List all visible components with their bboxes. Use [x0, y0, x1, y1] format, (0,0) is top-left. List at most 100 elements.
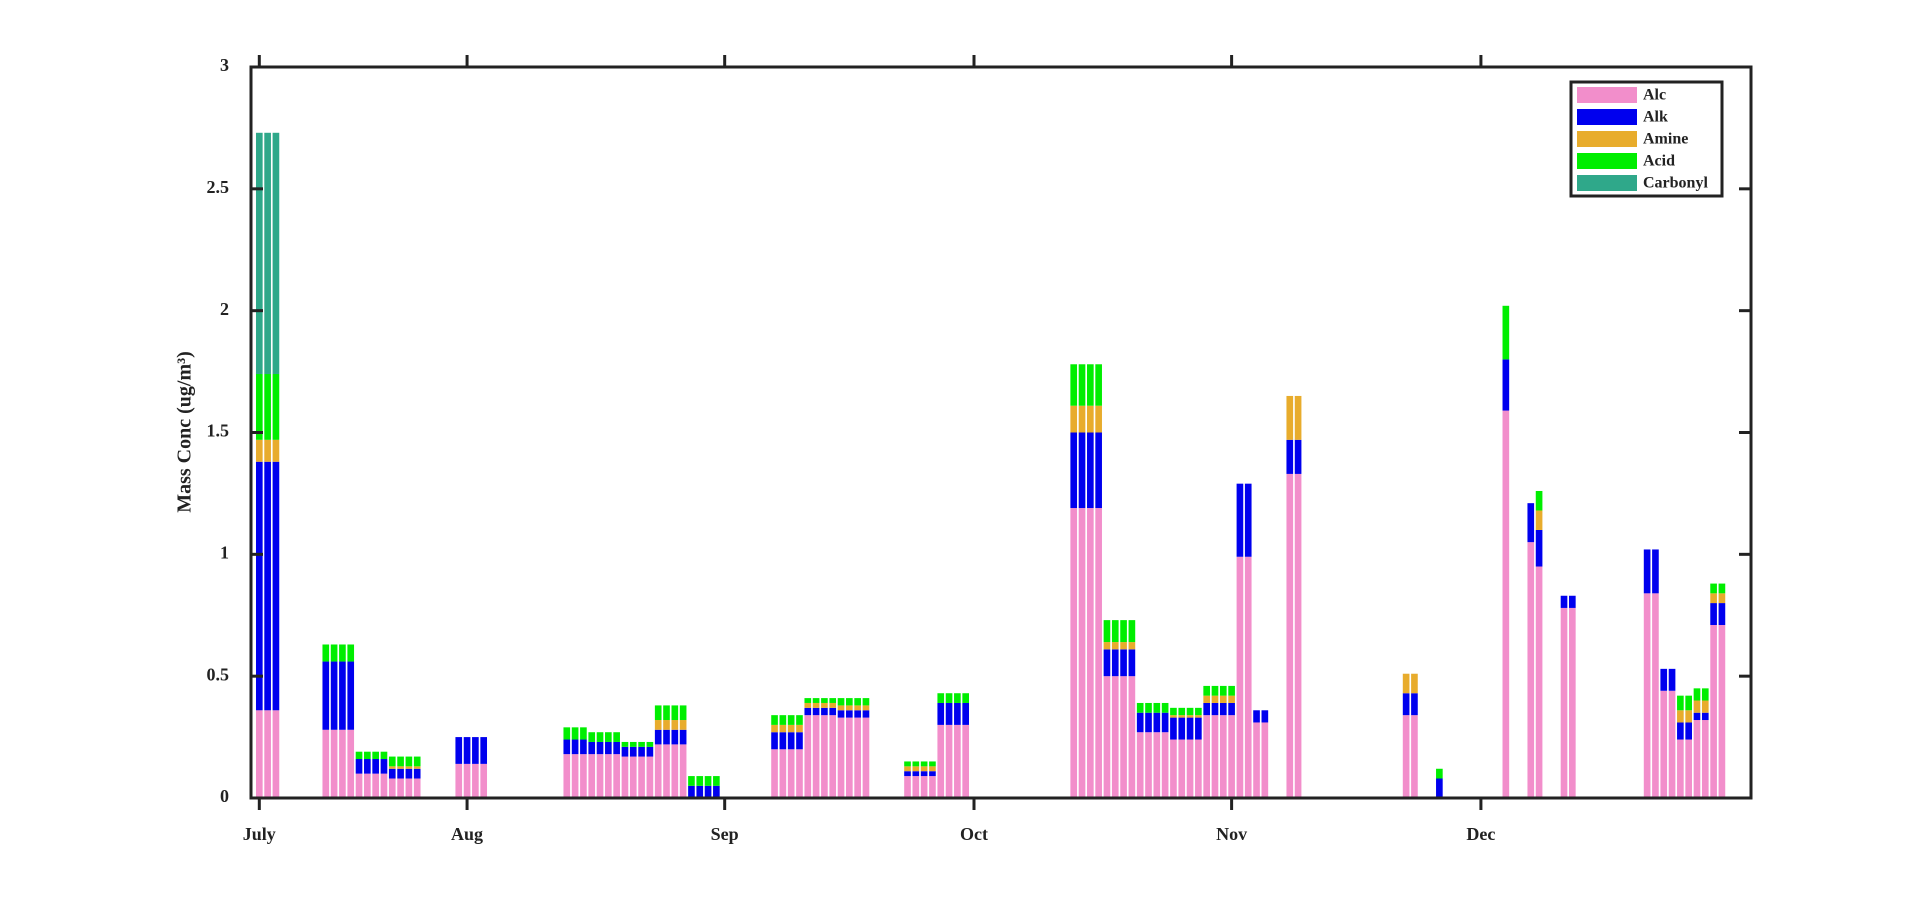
bar-segment [1710, 603, 1717, 625]
bar-segment [1095, 508, 1102, 798]
bar-segment [904, 776, 911, 798]
bar-segment [372, 751, 379, 760]
y-tick-label: 0.5 [207, 664, 230, 684]
bar-segment [455, 763, 463, 798]
bar-segment [596, 754, 604, 798]
bar-segment [779, 732, 787, 750]
bar-segment [846, 705, 853, 711]
bar-segment [388, 766, 396, 769]
bar-segment [580, 754, 587, 798]
bar-segment [920, 766, 928, 772]
bar-segment [1693, 720, 1701, 798]
bar-segment [322, 661, 330, 730]
x-tick-label: Dec [1466, 824, 1495, 844]
bar-segment [1685, 710, 1692, 723]
bar-segment [671, 720, 679, 730]
y-tick-label: 2.5 [207, 177, 230, 197]
bar-segment [1652, 549, 1659, 594]
bar-segment [1111, 676, 1119, 798]
bar-segment [821, 707, 828, 716]
bar-segment [1286, 439, 1294, 474]
bar-segment [1436, 768, 1443, 779]
bar-segment [1236, 556, 1244, 798]
bar-segment [272, 461, 280, 711]
y-tick-label: 0 [220, 786, 229, 806]
bar-segment [463, 763, 471, 798]
bar-segment [812, 707, 820, 716]
legend-label: Alk [1643, 109, 1668, 126]
bar-segment [1244, 483, 1252, 557]
bar-segment [688, 785, 695, 798]
bar-segment [1228, 695, 1235, 703]
bar-segment [1677, 695, 1684, 711]
bar-segment [1161, 732, 1169, 798]
bar-segment [339, 644, 346, 662]
bar-segment [397, 768, 404, 779]
bar-segment [1685, 722, 1692, 740]
bar-segment [1211, 715, 1219, 798]
bar-segment [388, 778, 396, 798]
bar-segment [605, 741, 612, 755]
bar-segment [347, 644, 355, 662]
bar-segment [1411, 715, 1418, 798]
bar-segment [413, 768, 421, 779]
bar-segment [837, 710, 845, 718]
bar-segment [1195, 739, 1202, 798]
bar-segment [945, 693, 953, 703]
bar-segment [1294, 473, 1302, 798]
bar-segment [380, 773, 388, 798]
bar-segment [929, 766, 936, 772]
bar-segment [829, 707, 837, 716]
bar-segment [355, 759, 363, 774]
bar-segment [255, 132, 263, 375]
bar-segment [1535, 529, 1543, 567]
bar-segment [1718, 593, 1726, 604]
bar-segment [1219, 702, 1227, 716]
bar-segment [821, 702, 828, 708]
bar-segment [1219, 715, 1227, 798]
bar-segment [862, 710, 870, 718]
bar-segment [696, 776, 704, 786]
bar-segment [812, 702, 820, 708]
bar-segment [1228, 702, 1235, 716]
bar-segment [621, 741, 629, 747]
bar-segment [679, 720, 687, 730]
bar-segment [1136, 712, 1144, 733]
bar-segment [264, 461, 271, 711]
bar-segment [646, 756, 654, 798]
bar-segment [1710, 583, 1717, 594]
bar-segment [804, 702, 812, 708]
bar-segment [1128, 642, 1136, 650]
bar-segment [264, 439, 271, 462]
bar-segment [654, 720, 662, 730]
bar-segment [962, 724, 970, 798]
bar-segment [1560, 595, 1568, 608]
bar-segment [929, 771, 936, 777]
bar-segment [929, 761, 936, 767]
bar-segment [1070, 508, 1078, 798]
bar-segment [862, 698, 870, 706]
bar-segment [1527, 542, 1535, 798]
bar-segment [1078, 508, 1086, 798]
bar-segment [1643, 593, 1651, 798]
bar-segment [1111, 649, 1119, 677]
bar-segment [1261, 710, 1269, 723]
bar-segment [364, 759, 371, 774]
bar-segment [1170, 717, 1177, 740]
bar-segment [388, 756, 396, 767]
bar-segment [912, 766, 920, 772]
bar-segment [588, 741, 596, 755]
legend-swatch [1577, 87, 1637, 103]
bar-segment [671, 729, 679, 745]
bar-segment [1294, 395, 1302, 440]
bar-segment [1236, 483, 1244, 557]
bar-segment [255, 710, 263, 798]
bar-segment [1087, 364, 1094, 406]
bar-segment [380, 751, 388, 760]
bar-segment [954, 693, 961, 703]
bar-segment [563, 727, 571, 740]
x-tick-label: Sep [711, 824, 739, 844]
bar-segment [1685, 695, 1692, 711]
bar-segment [1701, 720, 1709, 798]
